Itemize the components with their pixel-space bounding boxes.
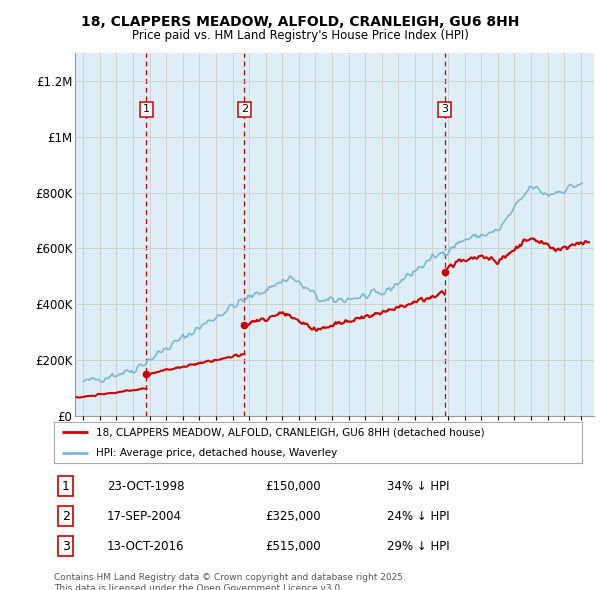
Bar — [75, 53, 146, 416]
Text: 3: 3 — [441, 104, 448, 114]
Text: Contains HM Land Registry data © Crown copyright and database right 2025.
This d: Contains HM Land Registry data © Crown c… — [54, 573, 406, 590]
Text: 23-OCT-1998: 23-OCT-1998 — [107, 480, 184, 493]
Text: 3: 3 — [62, 540, 70, 553]
Text: £325,000: £325,000 — [265, 510, 321, 523]
Text: 2: 2 — [241, 104, 248, 114]
Text: 1: 1 — [143, 104, 150, 114]
Text: 29% ↓ HPI: 29% ↓ HPI — [386, 540, 449, 553]
Text: 2: 2 — [62, 510, 70, 523]
Text: 24% ↓ HPI: 24% ↓ HPI — [386, 510, 449, 523]
Text: 17-SEP-2004: 17-SEP-2004 — [107, 510, 182, 523]
Text: 13-OCT-2016: 13-OCT-2016 — [107, 540, 184, 553]
Text: 34% ↓ HPI: 34% ↓ HPI — [386, 480, 449, 493]
Text: Price paid vs. HM Land Registry's House Price Index (HPI): Price paid vs. HM Land Registry's House … — [131, 29, 469, 42]
Text: 18, CLAPPERS MEADOW, ALFOLD, CRANLEIGH, GU6 8HH (detached house): 18, CLAPPERS MEADOW, ALFOLD, CRANLEIGH, … — [96, 427, 485, 437]
Text: £515,000: £515,000 — [265, 540, 321, 553]
Text: £150,000: £150,000 — [265, 480, 321, 493]
Text: 18, CLAPPERS MEADOW, ALFOLD, CRANLEIGH, GU6 8HH: 18, CLAPPERS MEADOW, ALFOLD, CRANLEIGH, … — [81, 15, 519, 30]
Bar — [244, 53, 445, 416]
Bar — [146, 53, 244, 416]
Bar — [445, 53, 594, 416]
Text: 1: 1 — [62, 480, 70, 493]
Text: HPI: Average price, detached house, Waverley: HPI: Average price, detached house, Wave… — [96, 448, 337, 458]
